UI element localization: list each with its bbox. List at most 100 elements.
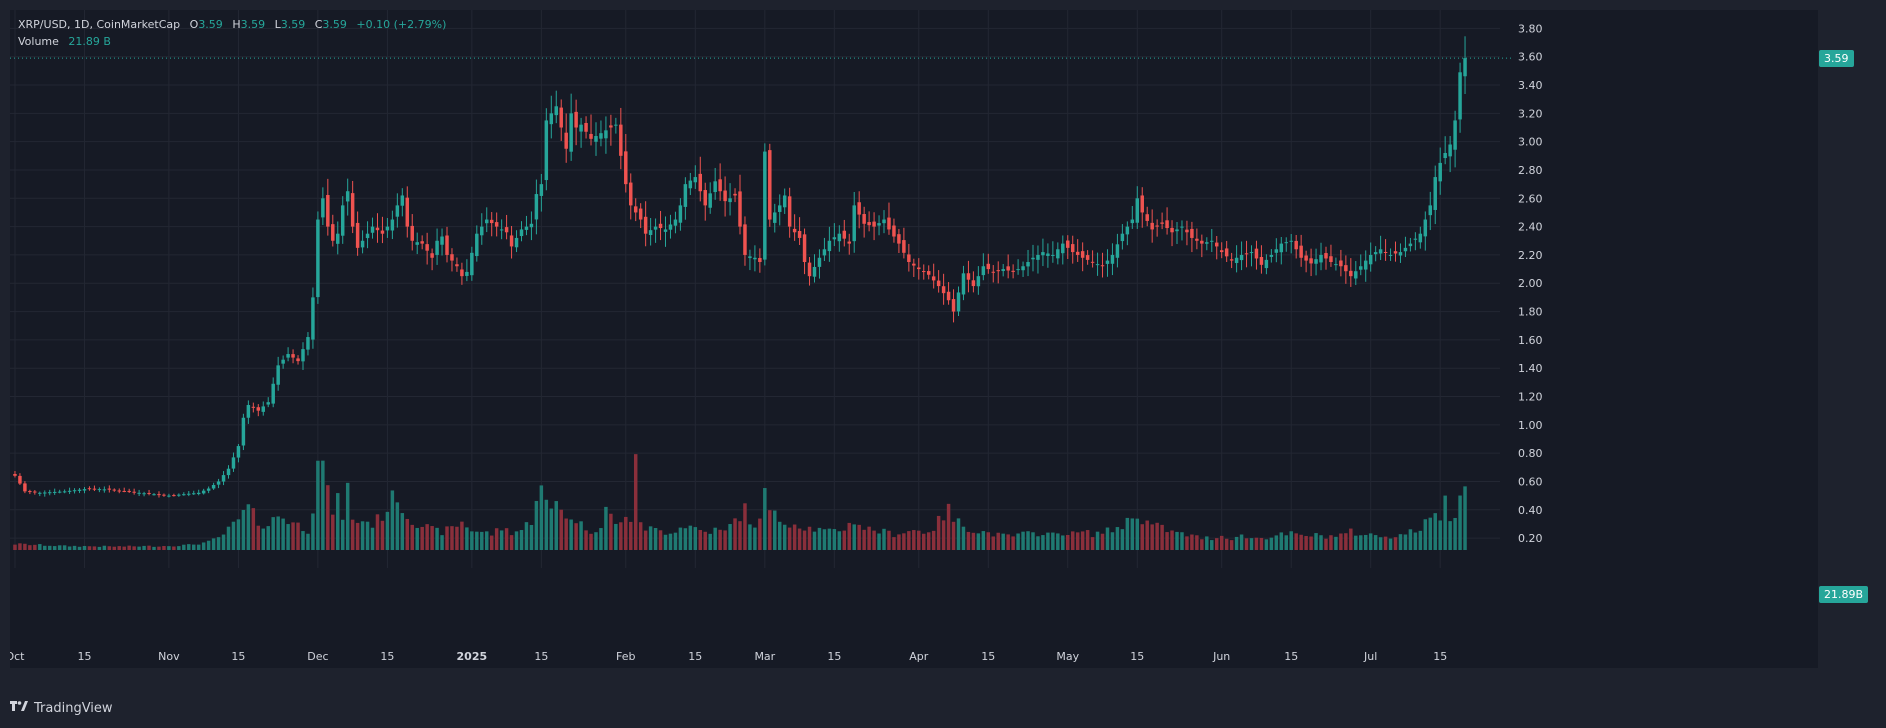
volume-bar: [1413, 532, 1418, 550]
volume-bar: [345, 482, 350, 550]
candle-body: [807, 262, 812, 277]
volume-bar: [72, 545, 77, 550]
candle-body: [92, 488, 97, 490]
candle-body: [1175, 229, 1179, 232]
y-tick-label: 3.80: [1518, 22, 1543, 35]
y-tick-label: 2.20: [1518, 249, 1543, 262]
volume-bar: [1145, 520, 1149, 550]
candle-body: [241, 417, 246, 446]
volume-bar: [18, 543, 22, 550]
volume-bar: [43, 545, 47, 550]
candle-body: [1284, 242, 1288, 244]
y-tick-label: 3.40: [1518, 79, 1543, 92]
volume-bar: [1363, 534, 1368, 550]
volume-bar: [340, 519, 345, 550]
candle-body: [1463, 58, 1467, 77]
volume-bar: [415, 527, 419, 550]
candle-body: [698, 173, 703, 192]
volume-bar: [206, 540, 211, 550]
candle-body: [549, 113, 554, 125]
candle-body: [946, 291, 951, 301]
y-tick-label: 2.60: [1518, 192, 1543, 205]
volume-bar: [450, 526, 454, 550]
candle-body: [1458, 72, 1462, 120]
footer-brand[interactable]: TradingView: [10, 700, 113, 716]
candle-body: [82, 489, 87, 491]
y-tick-label: 0.60: [1518, 475, 1543, 488]
candle-body: [817, 257, 822, 267]
candle-body: [23, 483, 27, 492]
volume-bar: [1155, 522, 1159, 550]
candle-body: [1334, 264, 1338, 266]
volume-bar: [733, 518, 737, 550]
candle-body: [534, 194, 539, 220]
volume-bar: [1284, 535, 1288, 550]
x-tick-label: 15: [688, 650, 702, 663]
candle-body: [1423, 219, 1428, 237]
candle-body: [748, 256, 752, 259]
volume-bar: [311, 513, 315, 550]
candle-body: [638, 208, 643, 220]
volume-bar: [1239, 534, 1244, 550]
volume-bar: [1299, 534, 1303, 550]
candle-body: [986, 263, 991, 270]
volume-bar: [777, 521, 782, 550]
candle-body: [1279, 243, 1284, 253]
volume-bar: [579, 521, 583, 550]
volume-bar: [296, 522, 300, 550]
candle-body: [192, 493, 196, 495]
volume-bar: [306, 533, 310, 550]
volume-bar: [1061, 535, 1065, 550]
volume-bar: [1011, 536, 1015, 550]
volume-bar: [678, 527, 683, 550]
volume-bar: [291, 522, 295, 550]
tv-logo-icon: [10, 700, 28, 716]
high-label: H: [232, 18, 241, 31]
candle-body: [797, 230, 802, 238]
candle-body: [753, 257, 757, 260]
volume-bar: [1160, 524, 1164, 550]
chart-area[interactable]: 3.80 3.60 3.40 3.20 3.00 2.80 2.60 2.40 2.20 2.00…: [10, 10, 1818, 668]
candle-body: [917, 267, 921, 270]
volume-bar: [465, 527, 469, 550]
candle-body: [991, 271, 996, 273]
candle-body: [162, 494, 166, 496]
volume-bar: [1046, 532, 1050, 550]
volume-bar: [1259, 537, 1264, 550]
candle-body: [678, 205, 683, 223]
candle-body: [1448, 144, 1452, 157]
candle-body: [1324, 253, 1328, 259]
candle-body: [321, 198, 325, 218]
volume-bar: [196, 544, 201, 550]
candle-body: [1140, 195, 1144, 213]
volume-bar: [1458, 495, 1462, 550]
candle-body: [455, 264, 459, 267]
volume-bar: [956, 518, 961, 550]
volume-bar: [986, 532, 991, 550]
volume-bar: [931, 530, 936, 550]
volume-bar: [1304, 536, 1308, 550]
volume-bar: [743, 503, 747, 550]
volume-bar: [82, 545, 87, 550]
volume-bar: [827, 528, 832, 550]
change-value: +0.10 (+2.79%): [356, 18, 447, 31]
volume-bar: [951, 521, 956, 550]
volume-bar: [807, 526, 812, 550]
y-tick-label: 1.80: [1518, 306, 1543, 319]
volume-bar: [638, 522, 643, 550]
x-tick-label: 15: [1130, 650, 1144, 663]
close-value: 3.59: [322, 18, 347, 31]
volume-bar: [1294, 533, 1298, 550]
candlestick-chart[interactable]: 3.80 3.60 3.40 3.20 3.00 2.80 2.60 2.40 2.20 2.00…: [10, 10, 1818, 668]
volume-bar: [162, 546, 166, 550]
candle-body: [400, 195, 405, 206]
volume-bar: [1095, 531, 1100, 550]
volume-bar: [1080, 531, 1085, 550]
candle-body: [311, 297, 315, 340]
candle-body: [1254, 248, 1259, 259]
candle-body: [1413, 238, 1418, 240]
candle-body: [1354, 271, 1358, 279]
candle-body: [653, 226, 658, 230]
candle-body: [182, 494, 186, 496]
candle-body: [196, 492, 201, 495]
